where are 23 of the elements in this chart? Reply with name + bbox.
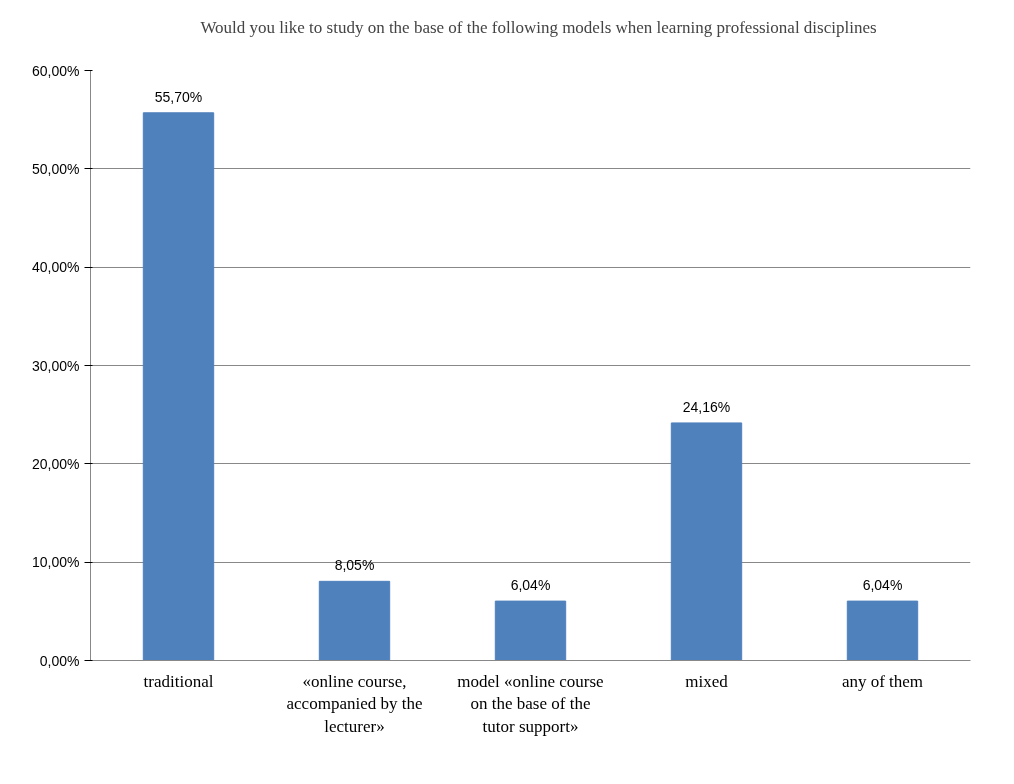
- bar: [142, 112, 215, 661]
- x-tick-label: «online course, accompanied by the lecturer»: [286, 671, 423, 737]
- data-label: 6,04%: [510, 577, 551, 594]
- x-tick-label: model «online course on the base of the tutor support»: [457, 671, 604, 737]
- x-tick-label: traditional: [143, 671, 214, 691]
- x-tick-label: any of them: [841, 671, 924, 691]
- text: Would you like to study on the base of the following models when learning professional disciplines: [200, 17, 877, 38]
- bar: [670, 422, 743, 661]
- data-label: 8,05%: [334, 557, 375, 574]
- y-tick-label: 10,00%: [32, 554, 80, 571]
- data-label: 6,04%: [862, 577, 903, 594]
- y-tick-label: 50,00%: [32, 160, 80, 177]
- y-tick-label: 60,00%: [32, 62, 80, 79]
- data-label: 24,16%: [682, 398, 731, 415]
- bar: [494, 600, 567, 661]
- y-tick-label: 30,00%: [32, 357, 80, 374]
- y-tick-label: 20,00%: [32, 455, 80, 472]
- bar: [846, 600, 919, 661]
- x-tick-label: mixed: [685, 671, 729, 691]
- y-tick-label: 0,00%: [39, 652, 80, 669]
- y-tick-label: 40,00%: [32, 259, 80, 276]
- bar: [318, 580, 391, 661]
- data-label: 55,70%: [154, 88, 203, 105]
